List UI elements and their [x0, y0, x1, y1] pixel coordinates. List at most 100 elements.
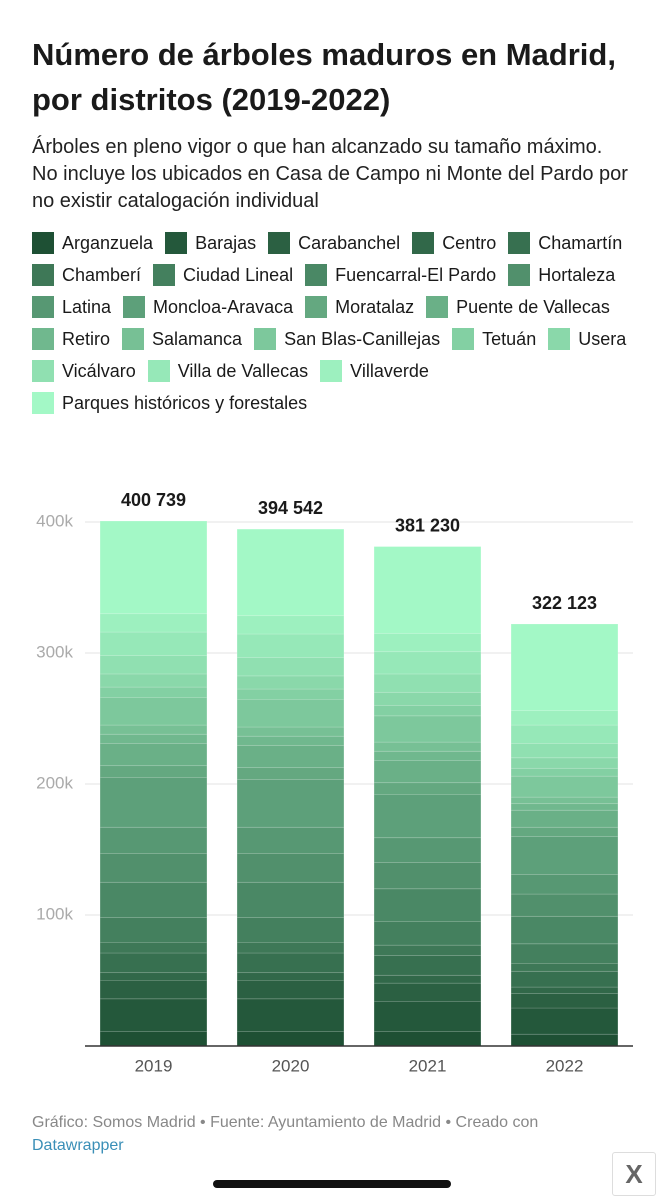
legend-swatch — [452, 328, 475, 350]
bar-segment — [373, 862, 482, 890]
legend-item: Arganzuela — [32, 232, 153, 254]
legend-swatch — [268, 232, 291, 254]
bar-segment — [510, 970, 619, 988]
bar-segment — [510, 1007, 619, 1035]
bar-segment — [373, 982, 482, 1002]
legend-swatch — [32, 328, 54, 350]
bar-segment — [99, 917, 208, 943]
close-button[interactable]: X — [612, 1152, 656, 1196]
bar-segment — [510, 767, 619, 777]
bar-segment — [99, 697, 208, 726]
legend-item: Villaverde — [320, 360, 429, 382]
x-tick-label: 2021 — [409, 1056, 447, 1075]
legend-label: Arganzuela — [62, 232, 154, 253]
x-tick-label: 2022 — [546, 1056, 584, 1075]
legend-swatch — [508, 232, 531, 254]
legend-swatch — [548, 328, 571, 350]
legend-label: Puente de Vallecas — [456, 296, 610, 317]
bar-segment — [99, 724, 208, 735]
bar-segment — [373, 760, 482, 784]
bar-segment — [510, 796, 619, 805]
total-label: 322 123 — [532, 593, 597, 613]
bar-segment — [510, 826, 619, 837]
legend-swatch — [32, 264, 54, 286]
bar-segment — [99, 631, 208, 657]
legend-item: Carabanchel — [268, 232, 400, 254]
bar-segment — [99, 673, 208, 688]
bar-segment — [236, 675, 345, 690]
bar-segment — [373, 632, 482, 653]
bar-segment — [510, 943, 619, 964]
bar-segment — [236, 699, 345, 728]
bar-segment — [236, 726, 345, 737]
legend-item: Vicálvaro — [32, 360, 136, 382]
bar-segment — [373, 741, 482, 752]
legend-item: Chamartín — [508, 232, 622, 254]
bar-segment — [373, 705, 482, 717]
source: Gráfico: Somos Madrid • Fuente: Ayuntami… — [32, 1114, 539, 1131]
bar-segment — [373, 750, 482, 761]
legend-swatch — [32, 360, 54, 382]
source-link[interactable]: Datawrapper — [32, 1137, 124, 1154]
bar-segment — [373, 974, 482, 984]
legend-label: Fuencarral-El Pardo — [335, 264, 497, 285]
bar-segment — [99, 881, 208, 919]
bar-segment — [373, 1031, 482, 1047]
x-tick-label: 2019 — [135, 1056, 173, 1075]
bar-segment — [236, 633, 345, 658]
legend-item: Hortaleza — [508, 264, 615, 286]
bar-segment — [510, 1033, 619, 1047]
bar-segment — [373, 1001, 482, 1032]
bar-segment — [99, 777, 208, 828]
bar-segment — [99, 733, 208, 744]
home-indicator — [213, 1180, 451, 1188]
bar-segment — [99, 952, 208, 974]
bar-segment — [373, 651, 482, 675]
bar-segment — [236, 942, 345, 954]
bar-segment — [236, 917, 345, 943]
bar-segment — [99, 826, 208, 854]
legend-item: Chamberí — [32, 264, 141, 286]
legend-swatch — [320, 360, 343, 382]
legend-label: Chamberí — [62, 264, 142, 285]
footer: Gráfico: Somos Madrid • Fuente: Ayuntami… — [32, 1111, 632, 1157]
bar-segment — [510, 803, 619, 811]
chart-subtitle: Árboles en pleno vigor o que han alcanza… — [32, 136, 628, 212]
legend-swatch — [412, 232, 435, 254]
legend-item: Tetuán — [452, 328, 536, 350]
bar-segment — [236, 615, 345, 635]
bar-segment — [373, 837, 482, 864]
total-label: 381 230 — [395, 515, 460, 535]
bar-segment — [510, 915, 619, 945]
legend-swatch — [153, 264, 176, 286]
bar-segment — [99, 655, 208, 675]
legend-item: Fuencarral-El Pardo — [305, 264, 496, 286]
bar-segment — [99, 765, 208, 778]
total-label: 400 739 — [121, 490, 186, 510]
legend-swatch — [32, 232, 54, 254]
legend-label: Latina — [62, 296, 112, 317]
bar-segment — [510, 809, 619, 828]
legend-item: Latina — [32, 296, 111, 318]
bar-segment — [373, 715, 482, 743]
bar-segment — [99, 998, 208, 1032]
bar-segment — [236, 528, 345, 617]
y-tick-label: 400k — [36, 511, 73, 530]
legend-item: Moratalaz — [305, 296, 414, 318]
bar-segment — [373, 691, 482, 706]
legend-swatch — [147, 360, 170, 382]
bar-segment — [236, 972, 345, 981]
legend-item: Ciudad Lineal — [153, 264, 293, 286]
bar-segment — [510, 724, 619, 744]
bar-segment — [236, 735, 345, 746]
legend-label: Hortaleza — [538, 264, 616, 285]
bar-segment — [373, 673, 482, 693]
bar-segment — [99, 853, 208, 883]
bar-segment — [236, 998, 345, 1032]
legend-label: Villa de Vallecas — [177, 360, 309, 381]
bar-segment — [373, 888, 482, 922]
legend-label: Parques históricos y forestales — [62, 392, 308, 413]
bar-segment — [236, 1031, 345, 1047]
